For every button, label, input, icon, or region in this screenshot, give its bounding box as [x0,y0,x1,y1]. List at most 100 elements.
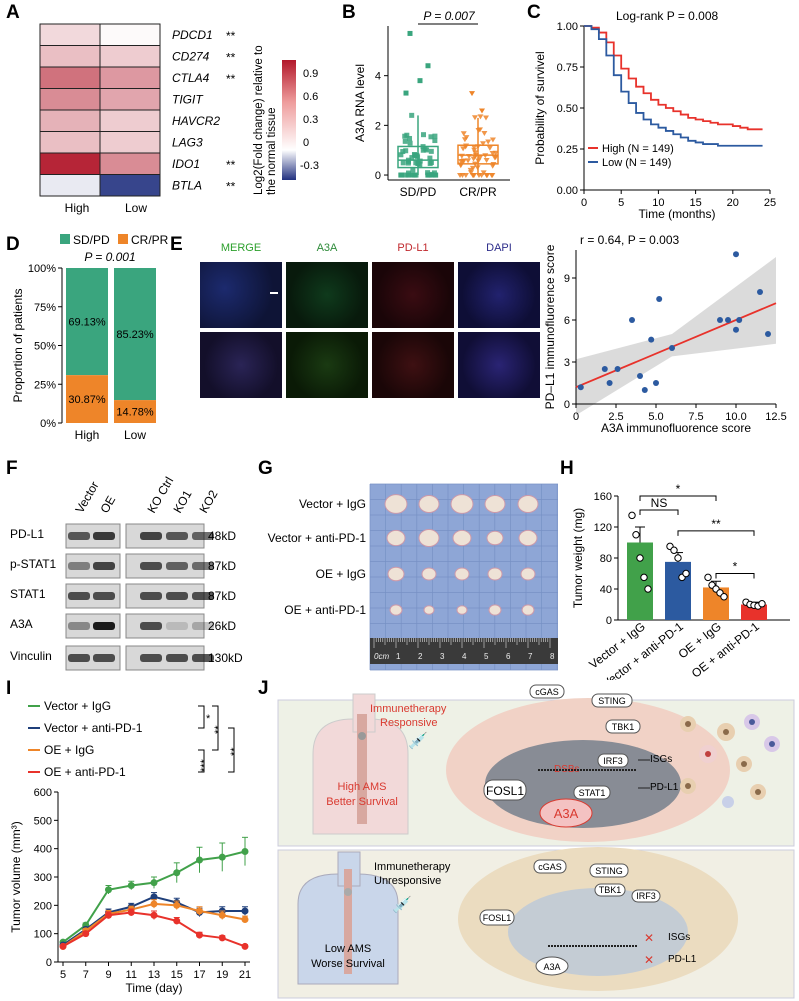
data-point [127,882,135,889]
legend-label: High (N = 149) [602,143,674,155]
x-axis-label: Time (day) [126,981,183,995]
size-label: 26kD [208,619,236,633]
data-point [400,160,406,166]
data-point [486,145,493,151]
legend-label: Vector + IgG [44,699,111,713]
legend-bracket [198,705,205,729]
x-tick-label: 2.5 [608,411,623,423]
data-point [469,91,475,97]
data-point [492,154,499,160]
data-point [105,886,112,894]
km-curve [584,25,763,131]
data-point [644,585,652,593]
data-point [481,130,488,136]
data-point [417,78,423,84]
y-tick-label: 0 [46,957,52,969]
band [68,654,90,662]
legend-bracket [212,705,219,751]
y-axis-label: Tumor volume (mm³) [9,821,23,933]
significance-label: NS [651,496,668,510]
km-curve [584,25,763,147]
panel-label-d: D [6,234,20,255]
data-point [628,511,636,520]
data-point [674,554,682,562]
x-tick-label: 5.0 [648,411,663,423]
heatmap-gene-labels: PDCD1 ** CD274 ** CTLA4 ** TIGIT HAVCR2 LAG3 IDO1… [172,28,236,194]
top-sting: STING [598,696,626,706]
lane-label: OE [97,493,118,515]
legend-bracket [228,727,235,773]
heatmap-cell [39,109,101,132]
bar-segment [66,375,108,423]
data-point [471,173,478,179]
label-merge: MERGE [200,242,282,254]
data-point [720,593,728,601]
colorbar-label-1: Log2(Fold change) relative to [253,45,265,195]
top-tbk1: TBK1 [612,722,635,732]
cross-icon: ✕ [644,953,654,967]
tumor [456,605,468,615]
significance-bracket [639,495,717,501]
data-point [218,911,226,919]
data-point [218,853,226,861]
syringe-icon-2: 💉 [392,895,412,914]
data-point [733,326,739,333]
x-tick-label: 7 [83,969,89,981]
data-point [413,160,419,166]
category-label: OE + anti-PD-1 [689,619,762,680]
image-dapi-1 [458,262,540,328]
tumor [484,495,506,513]
chart-title: P = 0.007 [423,9,476,23]
tumor [487,567,503,581]
heatmap-cell [39,152,101,175]
tumor [386,529,406,547]
panel-label-e: E [170,234,183,255]
panel-label-g: G [258,458,273,479]
y-axis-label: A3A RNA level [353,64,367,142]
data-point [465,158,472,164]
heatmap-cell [99,152,161,175]
band [93,592,115,600]
data-point [480,170,487,176]
y-tick-label: 100% [28,263,56,275]
data-point [480,141,487,147]
y-tick-label: 6 [564,315,570,327]
boxplot-panel: 0 2 4 A3A RNA level P = 0.007 SD/PD CR/PR [353,9,510,199]
legend-label: SD/PD [73,233,110,247]
heatmap-col-high: High [65,201,90,215]
data-point [427,172,433,178]
tumor [452,529,472,547]
heatmap-panel: PDCD1 ** CD274 ** CTLA4 ** TIGIT HAVCR2 LAG3 IDO1… [39,23,319,215]
legend-label: Low (N = 149) [602,157,671,169]
top-a3a: A3A [554,806,579,821]
data-point [758,600,766,608]
data-point [462,173,469,179]
data-point [403,148,409,154]
data-point [470,156,477,162]
legend-label: OE + IgG [44,743,94,757]
x-tick-label: 25 [764,197,776,209]
band [166,592,188,600]
y-tick-label: 2 [375,120,381,132]
data-point [463,135,470,141]
y-tick-label: 0.75 [557,62,578,74]
heatmap-cell [99,174,161,197]
y-axis-label: Probability of survivel [533,51,547,164]
size-label: 130kD [208,651,243,665]
data-point [629,317,635,323]
tumor [423,605,435,615]
x-tick-label: 0 [581,197,587,209]
band [166,562,188,570]
y-tick-label: 50% [34,341,56,353]
x-tick-label: 13 [148,969,160,981]
top-a3a-blob [539,798,593,828]
y-tick-label: 300 [34,872,52,884]
data-label: 85.23% [116,329,154,341]
ruler-label: 8 [550,652,555,661]
data-point [489,137,496,143]
image-a3a-2 [286,332,368,398]
significance-mark: *** [199,758,211,772]
legend-bracket [198,749,205,773]
confidence-band [576,257,776,416]
